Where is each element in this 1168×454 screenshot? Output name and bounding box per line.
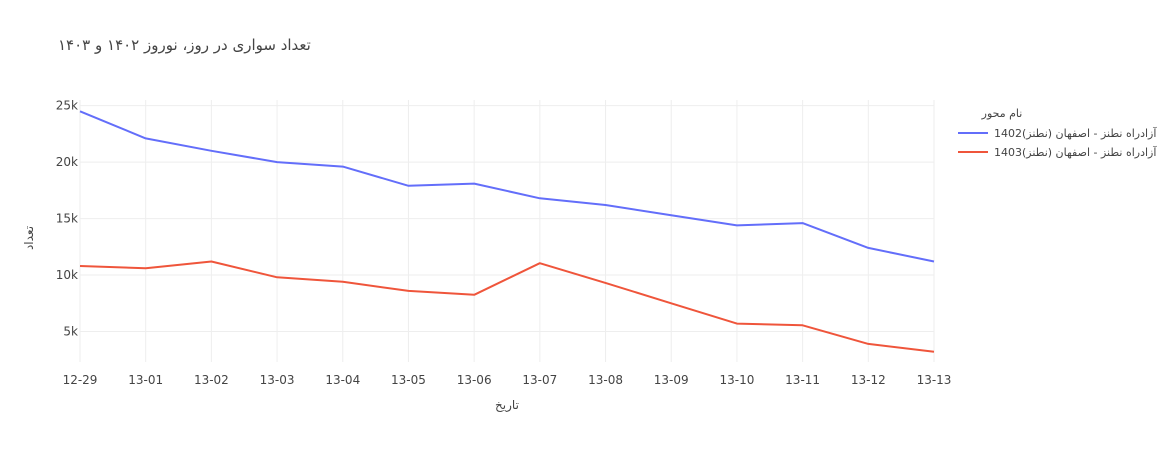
legend-item-1403[interactable]: آزادراه نطنز - اصفهان (نطنز)1403 — [958, 145, 1157, 159]
data-point[interactable] — [471, 292, 477, 298]
data-point[interactable] — [537, 195, 543, 201]
tick-labels: 12-29 13-01 13-02 13-03 13-04 13-05 13-06 13-07… — [56, 99, 952, 387]
x-tick-label: 13-08 — [588, 373, 623, 387]
data-point[interactable] — [143, 135, 149, 141]
x-tick-label: 13-01 — [128, 373, 163, 387]
data-point[interactable] — [274, 159, 280, 165]
data-point[interactable] — [537, 260, 543, 266]
legend: نام محور آزادراه نطنز - اصفهان (نطنز)140… — [958, 107, 1157, 159]
data-point[interactable] — [340, 279, 346, 285]
data-point[interactable] — [405, 288, 411, 294]
data-point[interactable] — [471, 181, 477, 187]
x-tick-label: 13-02 — [194, 373, 229, 387]
legend-title: نام محور — [981, 107, 1023, 120]
data-point[interactable] — [668, 212, 674, 218]
grid — [79, 100, 935, 362]
y-tick-label: 10k — [56, 268, 78, 282]
x-tick-label: 12-29 — [63, 373, 98, 387]
data-point[interactable] — [340, 164, 346, 170]
x-tick-label: 13-13 — [917, 373, 952, 387]
x-tick-label: 13-12 — [851, 373, 886, 387]
x-tick-label: 13-10 — [719, 373, 754, 387]
y-axis-title: تعداد — [22, 226, 36, 250]
data-point[interactable] — [931, 258, 937, 264]
legend-label-1403: آزادراه نطنز - اصفهان (نطنز)1403 — [994, 145, 1157, 159]
data-point[interactable] — [668, 300, 674, 306]
legend-item-1402[interactable]: آزادراه نطنز - اصفهان (نطنز)1402 — [958, 126, 1157, 140]
data-point[interactable] — [208, 148, 214, 154]
data-point[interactable] — [734, 321, 740, 327]
data-point[interactable] — [931, 349, 937, 355]
data-point[interactable] — [405, 183, 411, 189]
x-tick-label: 13-05 — [391, 373, 426, 387]
series-line-1[interactable] — [79, 260, 935, 353]
data-point[interactable] — [603, 202, 609, 208]
data-point[interactable] — [800, 220, 806, 226]
data-point[interactable] — [143, 265, 149, 271]
data-point[interactable] — [865, 245, 871, 251]
x-axis-title: تاریخ — [495, 398, 519, 413]
data-point[interactable] — [208, 258, 214, 264]
y-tick-label: 20k — [56, 155, 78, 169]
x-tick-label: 13-11 — [785, 373, 820, 387]
chart-title: تعداد سواری در روز، نوروز ۱۴۰۲ و ۱۴۰۳ — [58, 36, 311, 54]
y-tick-label: 15k — [56, 212, 78, 226]
data-point[interactable] — [734, 222, 740, 228]
series-lines — [79, 110, 937, 355]
x-tick-label: 13-07 — [522, 373, 557, 387]
y-tick-label: 5k — [63, 325, 78, 339]
data-point[interactable] — [603, 280, 609, 286]
series-line-0[interactable] — [79, 110, 935, 263]
legend-label-1402: آزادراه نطنز - اصفهان (نطنز)1402 — [994, 126, 1157, 140]
data-point[interactable] — [865, 341, 871, 347]
x-tick-label: 13-09 — [654, 373, 689, 387]
data-point[interactable] — [800, 322, 806, 328]
x-tick-label: 13-04 — [325, 373, 360, 387]
x-tick-label: 13-03 — [260, 373, 295, 387]
data-point[interactable] — [274, 274, 280, 280]
y-tick-label: 25k — [56, 99, 78, 113]
x-tick-label: 13-06 — [457, 373, 492, 387]
